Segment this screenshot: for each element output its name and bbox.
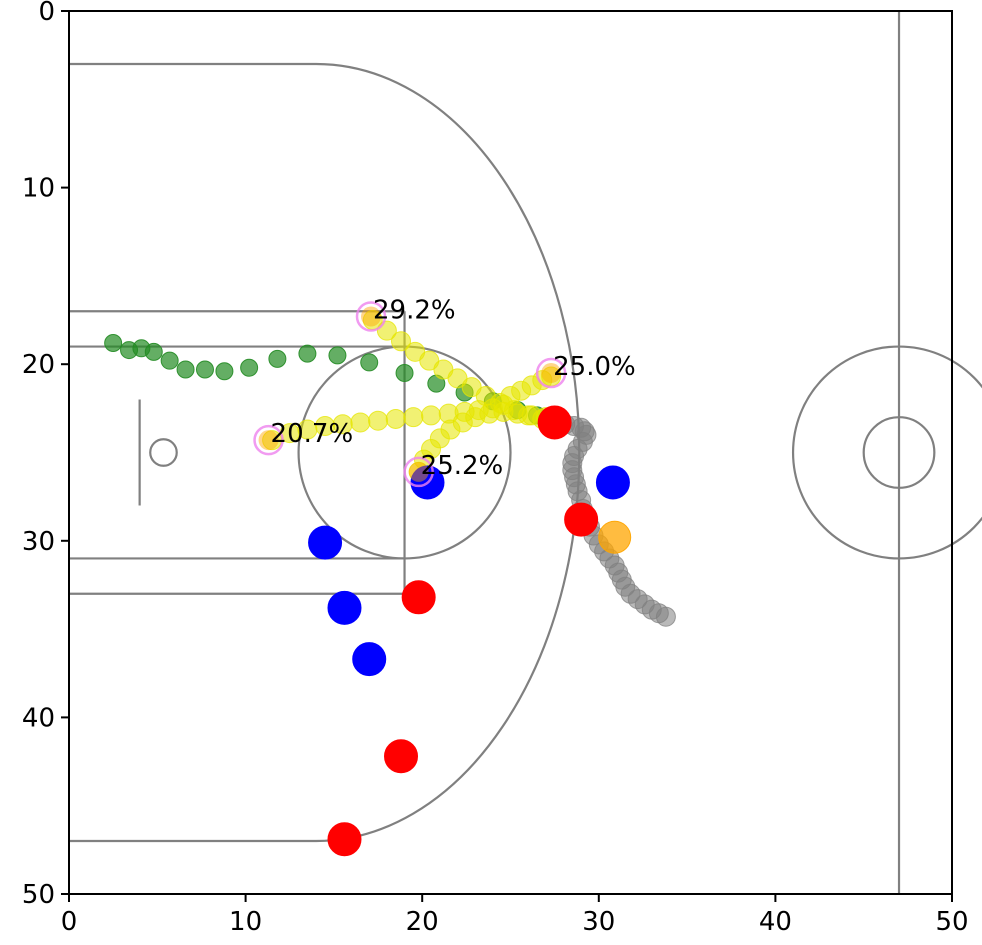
series-1-point-25 <box>385 408 406 429</box>
basketball-half-court <box>69 11 982 894</box>
series-1-point-23 <box>421 405 442 426</box>
x-tick-label-2: 20 <box>406 907 439 937</box>
center-circle-outer <box>791 345 982 560</box>
y-tick-label-4: 40 <box>22 703 55 733</box>
series-3-point-3 <box>352 642 387 677</box>
series-4-point-4 <box>327 822 362 857</box>
annotation-ring-2 <box>253 424 284 456</box>
series-0-point-6 <box>195 360 214 379</box>
annotation-label-2: 20.7% <box>271 419 354 449</box>
annotation-ring-0 <box>355 301 387 332</box>
series-0-point-0 <box>104 334 123 353</box>
series-1-point-26 <box>368 410 389 431</box>
series-0-point-12 <box>360 353 379 372</box>
series-4-point-1 <box>564 502 599 537</box>
y-tick-label-0: 0 <box>38 0 55 27</box>
series-1-point-24 <box>403 407 424 428</box>
series-3-point-2 <box>327 590 362 625</box>
series-0-point-9 <box>268 349 287 368</box>
shot-probability-annotations: 29.2% 25.0% 20.7% 25.2% <box>253 296 636 488</box>
annotation-ball-2 <box>258 430 279 451</box>
series-1-point-27 <box>350 412 371 433</box>
center-circle-inner <box>862 416 936 489</box>
annotation-ring-1 <box>535 357 567 389</box>
annotation-label-0: 29.2% <box>373 296 456 326</box>
x-tick-label-5: 50 <box>935 907 968 937</box>
x-tick-label-3: 30 <box>582 907 615 937</box>
series-0-point-13 <box>395 364 414 383</box>
annotation-ball-3 <box>408 461 429 482</box>
series-0-point-4 <box>160 351 179 370</box>
annotation-ball-1 <box>541 363 562 384</box>
series-4-point-2 <box>401 580 436 615</box>
series-4-point-0 <box>537 405 572 440</box>
player-and-ball-marks <box>104 310 676 857</box>
series-3-point-4 <box>595 465 630 500</box>
x-tick-label-0: 0 <box>61 907 78 937</box>
y-tick-label-3: 30 <box>22 527 55 557</box>
series-4-point-3 <box>384 739 419 774</box>
series-0-point-8 <box>240 358 259 377</box>
annotation-label-1: 25.0% <box>553 352 636 382</box>
series-0-point-7 <box>215 362 234 381</box>
rim <box>149 438 178 467</box>
plot-frame <box>68 10 953 895</box>
series-1-point-2 <box>391 331 412 352</box>
y-tick-label-2: 20 <box>22 350 55 380</box>
series-0-point-11 <box>328 346 347 365</box>
y-tick-label-5: 50 <box>22 880 55 910</box>
series-0-point-10 <box>298 344 317 363</box>
y-tick-label-1: 10 <box>22 174 55 204</box>
annotation-ring-3 <box>403 456 434 488</box>
series-3-point-1 <box>308 525 343 560</box>
series-5-point-0 <box>598 520 632 554</box>
series-0-point-3 <box>144 342 163 361</box>
annotation-ball-0 <box>360 306 381 327</box>
series-2-point-31 <box>655 606 676 627</box>
x-tick-label-4: 40 <box>759 907 792 937</box>
x-tick-label-1: 10 <box>229 907 262 937</box>
annotation-label-3: 25.2% <box>421 451 504 481</box>
series-0-point-5 <box>176 360 195 379</box>
